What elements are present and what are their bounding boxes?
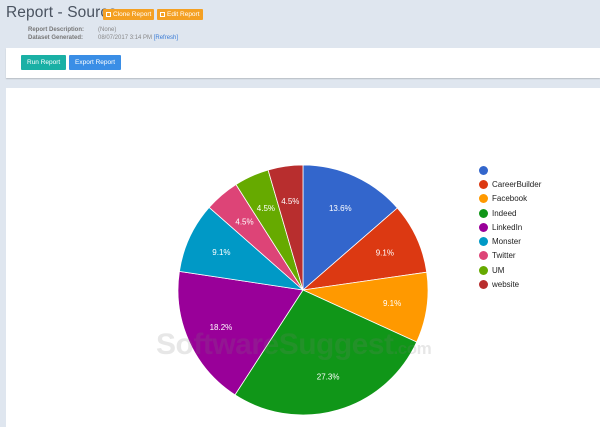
legend-label: Indeed: [492, 208, 517, 218]
legend-label: UM: [492, 265, 505, 275]
pie-slice-linkedin[interactable]: [177, 270, 304, 396]
report-meta: Report Description: (None) Dataset Gener…: [28, 27, 228, 47]
legend-item[interactable]: website: [479, 277, 541, 291]
pie-slice-label: 4.5%: [257, 204, 275, 213]
pie-slice-label: 13.6%: [329, 204, 352, 213]
pie-slice-indeed[interactable]: [234, 289, 418, 416]
pie-slice-label: 9.1%: [376, 249, 394, 258]
pie-slice-label: 9.1%: [212, 248, 230, 257]
legend-label: LinkedIn: [492, 222, 523, 232]
legend-dot-icon: [479, 194, 488, 204]
edit-report-label: Edit Report: [167, 11, 200, 18]
description-value: (None): [98, 27, 117, 33]
refresh-link[interactable]: [Refresh]: [153, 35, 179, 41]
legend-item[interactable]: Indeed: [479, 206, 541, 220]
legend-label: Monster: [492, 237, 521, 247]
legend-label: website: [492, 280, 520, 290]
legend-dot-icon: [479, 179, 488, 189]
legend-item[interactable]: [479, 163, 541, 177]
copy-icon: [106, 12, 111, 17]
legend-dot-icon: [479, 280, 488, 290]
watermark: SoftwareSuggest.com: [156, 328, 432, 362]
pie-slice-label: 18.2%: [210, 323, 233, 332]
legend-item[interactable]: Twitter: [479, 249, 541, 263]
legend-dot-icon: [479, 165, 488, 175]
legend-dot-icon: [479, 222, 488, 232]
legend-label: Facebook: [492, 194, 528, 204]
report-toolbar: Run Report Export Report: [6, 48, 600, 78]
run-report-button[interactable]: Run Report: [21, 55, 67, 70]
pie-slice-label: 4.5%: [235, 218, 253, 227]
legend-item[interactable]: Facebook: [479, 192, 541, 206]
legend-dot-icon: [479, 208, 488, 218]
watermark-main: SoftwareSuggest: [156, 328, 394, 361]
pie-slice-label: 27.3%: [317, 372, 340, 381]
edit-report-button[interactable]: Edit Report: [157, 9, 203, 20]
legend-dot-icon: [479, 265, 488, 275]
pie-slice-label: 9.1%: [383, 299, 401, 308]
legend-label: Twitter: [492, 251, 516, 261]
clone-report-button[interactable]: Clone Report: [103, 9, 155, 20]
legend-item[interactable]: Monster: [479, 234, 541, 248]
legend-dot-icon: [479, 251, 488, 261]
edit-icon: [160, 12, 165, 17]
description-key: Report Description:: [28, 27, 85, 33]
watermark-suffix: .com: [393, 339, 432, 358]
generated-value: 08/07/2017 3:14 PM: [98, 35, 153, 41]
export-report-button[interactable]: Export Report: [69, 55, 122, 70]
page-title: Report - Source: [6, 4, 117, 21]
chart-legend: CareerBuilder Facebook Indeed LinkedIn Monst…: [479, 163, 541, 292]
legend-label: CareerBuilder: [492, 179, 542, 189]
pie-slice-label: 4.5%: [281, 197, 299, 206]
generated-key: Dataset Generated:: [28, 35, 84, 41]
pie-slice-unnamed[interactable]: [302, 164, 398, 291]
clone-report-label: Clone Report: [113, 11, 152, 18]
legend-dot-icon: [479, 237, 488, 247]
pie-slice-website[interactable]: [267, 164, 304, 291]
legend-item[interactable]: UM: [479, 263, 541, 277]
legend-item[interactable]: LinkedIn: [479, 220, 541, 234]
legend-item[interactable]: CareerBuilder: [479, 177, 541, 191]
